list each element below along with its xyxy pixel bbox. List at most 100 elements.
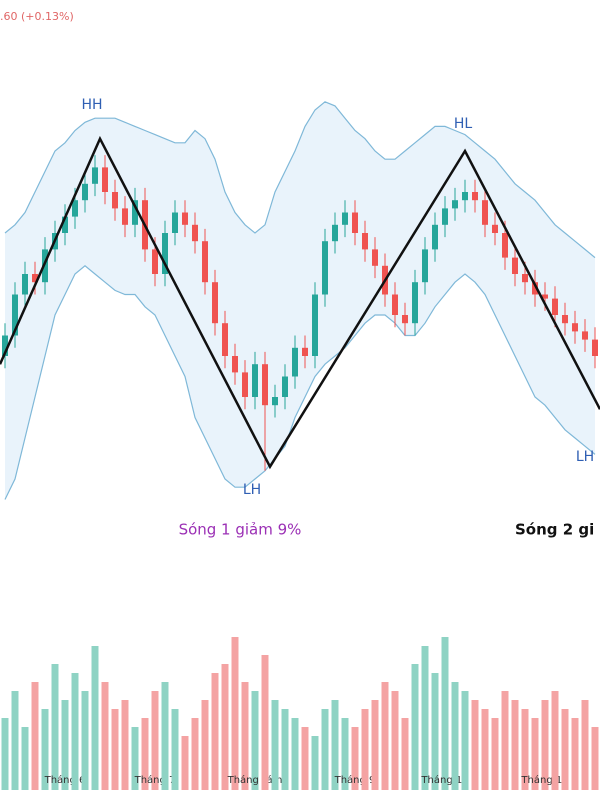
candle-body — [352, 212, 358, 233]
candle-body — [202, 241, 208, 283]
candle-body — [362, 233, 368, 250]
candle-body — [12, 294, 18, 336]
candle-body — [452, 200, 458, 209]
volume-bar — [541, 700, 549, 790]
volume-bar — [151, 691, 159, 790]
candle-body — [502, 233, 508, 258]
volume-bar — [261, 655, 269, 790]
volume-bar — [471, 700, 479, 790]
wave-label: Sóng 1 giảm 9% — [179, 521, 302, 539]
candle-body — [22, 274, 28, 295]
volume-bar — [301, 727, 309, 790]
volume-bar — [91, 646, 99, 790]
candle-body — [132, 200, 138, 225]
annotation: LH — [576, 449, 594, 465]
candle-body — [492, 224, 498, 233]
annotation: LH — [243, 482, 261, 498]
candle-body — [322, 241, 328, 295]
candle-body — [562, 315, 568, 324]
candle-body — [242, 372, 248, 397]
volume-bar — [191, 718, 199, 790]
volume-bar — [21, 727, 29, 790]
volume-bar — [281, 709, 289, 790]
volume-bar — [241, 682, 249, 790]
candle-body — [342, 212, 348, 225]
volume-bar — [551, 691, 559, 790]
volume-bar — [441, 637, 449, 790]
band-line — [4, 101, 596, 259]
candle-body — [482, 200, 488, 225]
candle-body — [592, 339, 598, 356]
candle-body — [102, 167, 108, 192]
volume-bar — [141, 718, 149, 790]
volume-bar — [171, 709, 179, 790]
candle-body — [212, 282, 218, 324]
x-tick-label: Tháng 6 — [44, 774, 86, 786]
volume-bar — [531, 718, 539, 790]
candle-body — [412, 282, 418, 324]
candle-body — [272, 397, 278, 406]
annotation: HH — [81, 97, 102, 113]
candle-body — [112, 192, 118, 209]
volume-bar — [451, 682, 459, 790]
volume-bar — [31, 682, 39, 790]
volume-bar — [181, 736, 189, 790]
annotation: HL — [454, 116, 473, 132]
candle-body — [512, 257, 518, 274]
volume-bar — [211, 673, 219, 790]
candle-body — [572, 323, 578, 332]
volume-bar — [81, 691, 89, 790]
volume-bar — [201, 700, 209, 790]
volume-bar — [101, 682, 109, 790]
candle-body — [332, 224, 338, 242]
volume-bar — [41, 709, 49, 790]
volume-bar — [111, 709, 119, 790]
volume-bar — [121, 700, 129, 790]
volume-bar — [461, 691, 469, 790]
volume-bar — [161, 682, 169, 790]
candle-body — [522, 274, 528, 283]
candle-body — [152, 249, 158, 274]
zigzag-line — [0, 135, 600, 470]
candle-body — [232, 356, 238, 373]
candle-body — [432, 224, 438, 250]
wave-label: Sóng 2 gi — [515, 521, 594, 539]
band-fill — [5, 101, 595, 500]
volume-bar — [511, 700, 519, 790]
volume-bar — [341, 718, 349, 790]
candle-body — [72, 200, 78, 217]
candle-body — [532, 282, 538, 295]
candle-body — [262, 364, 268, 406]
x-tick-label: Tháng 9 — [334, 774, 376, 786]
volume-bar — [391, 691, 399, 790]
volume-bar — [371, 700, 379, 790]
candle-body — [182, 212, 188, 225]
volume-bar — [571, 718, 579, 790]
band-line — [4, 265, 596, 500]
volume-bar — [421, 646, 429, 790]
volume-bar — [431, 673, 439, 790]
candle-body — [552, 298, 558, 315]
candle-body — [252, 364, 258, 397]
volume-bar — [361, 709, 369, 790]
volume-bar — [1, 718, 9, 790]
volume-bar — [401, 718, 409, 790]
x-tick-label: Tháng 7 — [134, 774, 176, 786]
candle-body — [122, 208, 128, 225]
volume-bar — [291, 718, 299, 790]
volume-bar — [491, 718, 499, 790]
volume-bar — [61, 700, 69, 790]
volume-bar — [321, 709, 329, 790]
volume-bar — [501, 691, 509, 790]
candle-body — [192, 224, 198, 242]
volume-bar — [481, 709, 489, 790]
candle-body — [282, 376, 288, 397]
candle-body — [32, 274, 38, 283]
candle-body — [222, 323, 228, 356]
candle-body — [92, 167, 98, 184]
volume-bar — [71, 673, 79, 790]
volume-bar — [581, 700, 589, 790]
candle-body — [372, 249, 378, 266]
x-tick-label: Tháng 10 — [420, 774, 468, 786]
